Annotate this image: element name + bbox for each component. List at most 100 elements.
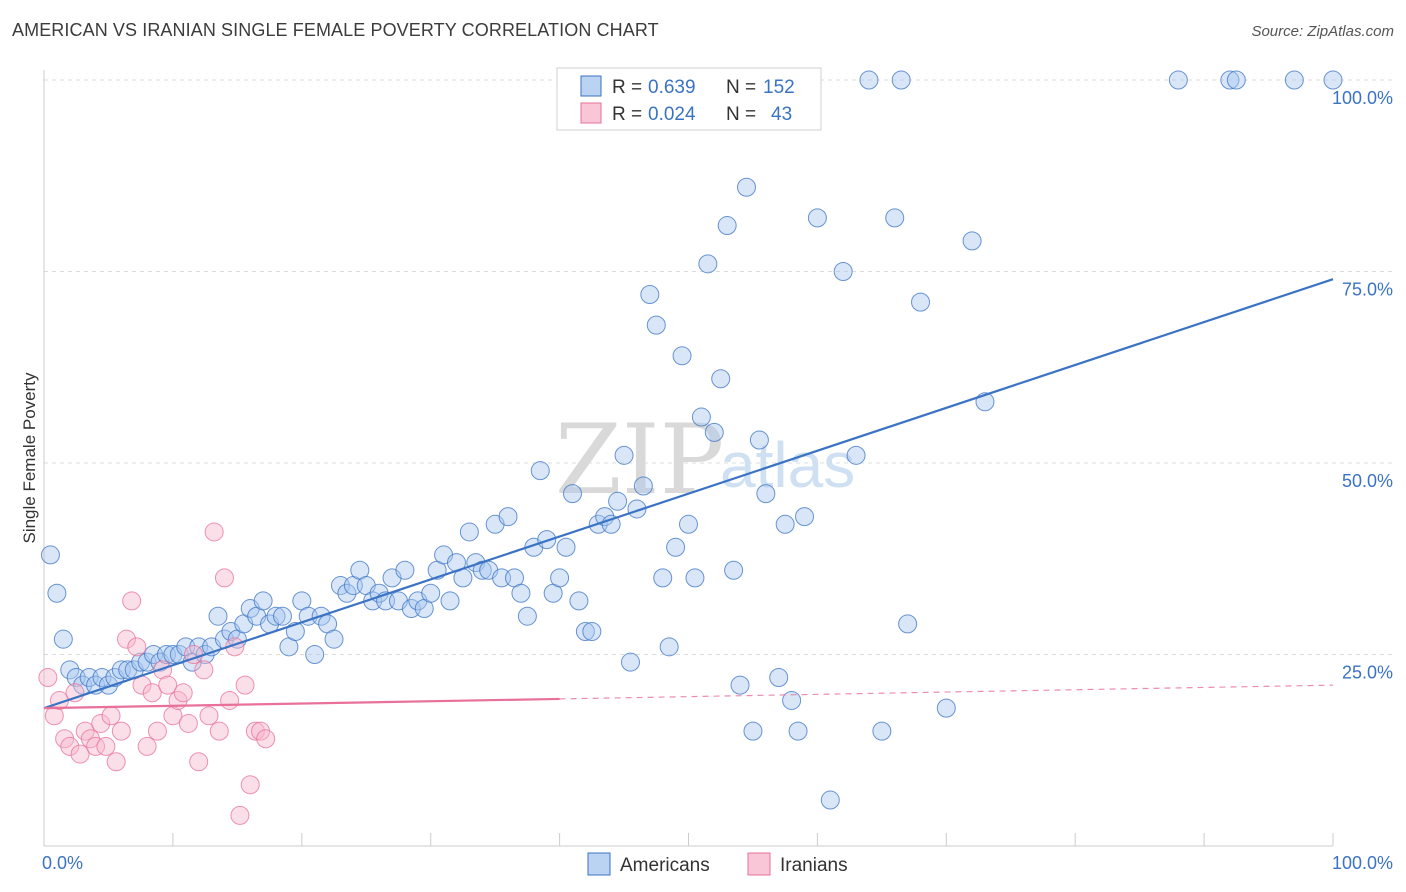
data-point <box>153 660 173 680</box>
data-point <box>498 507 518 527</box>
data-point <box>240 775 260 795</box>
x-tick-label-min: 0.0% <box>42 853 83 873</box>
data-point <box>178 713 198 733</box>
data-point <box>305 645 325 664</box>
iranians-trend-line-extension <box>559 684 1334 700</box>
data-point <box>614 445 634 465</box>
y-tick-label: 75.0% <box>1342 280 1393 300</box>
data-point <box>1284 70 1304 90</box>
data-point <box>749 430 769 450</box>
watermark-atlas: atlas <box>720 429 855 501</box>
legend-swatch-americans <box>580 75 602 97</box>
data-point <box>194 660 214 680</box>
data-point <box>550 568 570 588</box>
data-point <box>86 736 106 756</box>
data-point <box>608 491 628 511</box>
data-point <box>324 629 344 649</box>
data-point <box>666 537 686 557</box>
bottom-legend-swatch-americans <box>587 852 611 876</box>
data-point <box>421 583 441 603</box>
data-point <box>679 514 698 534</box>
data-point <box>537 530 557 550</box>
data-point <box>562 484 582 504</box>
legend-r-value-americans: 0.639 <box>648 77 696 98</box>
data-point <box>704 422 724 442</box>
data-point <box>111 721 131 741</box>
legend-n-value-americans: 152 <box>763 77 795 98</box>
data-point <box>189 752 209 772</box>
data-point <box>127 637 147 657</box>
data-point <box>556 537 576 557</box>
data-point <box>214 568 234 588</box>
data-point <box>936 698 956 718</box>
data-point <box>208 606 228 626</box>
data-point <box>330 576 350 596</box>
data-point <box>788 721 808 741</box>
data-point <box>743 721 763 741</box>
data-point <box>769 667 789 687</box>
data-point <box>173 683 193 703</box>
y-tick-label: 25.0% <box>1342 663 1393 683</box>
data-point <box>220 690 240 710</box>
data-point <box>253 591 273 611</box>
data-point <box>517 606 537 626</box>
x-tick-label-max: 100.0% <box>1332 853 1393 873</box>
data-point <box>756 484 776 504</box>
data-point <box>1220 70 1240 90</box>
data-point <box>620 652 640 672</box>
data-point <box>156 645 176 664</box>
y-tick-label: 100.0% <box>1332 88 1393 108</box>
chart-title: AMERICAN VS IRANIAN SINGLE FEMALE POVERT… <box>12 20 659 40</box>
data-point <box>807 208 827 228</box>
data-point <box>698 254 718 274</box>
data-point <box>98 675 118 695</box>
data-point <box>859 70 879 90</box>
data-point <box>833 262 853 281</box>
data-point <box>401 599 421 619</box>
chart-source: Source: ZipAtlas.com <box>1251 23 1394 40</box>
y-axis-title: Single Female Poverty <box>20 372 39 544</box>
data-point <box>47 583 67 603</box>
bottom-legend-label-americans: Americans <box>620 855 710 876</box>
data-point <box>337 583 357 603</box>
trend-lines <box>43 278 1334 710</box>
data-point <box>40 545 60 565</box>
data-point <box>775 514 795 534</box>
data-point <box>60 660 80 680</box>
bottom-legend: Americans Iranians <box>587 852 848 876</box>
y-tick-labels: 25.0% 50.0% 75.0% 100.0% <box>1332 88 1393 683</box>
watermark: ZIP atlas <box>555 404 855 516</box>
data-point <box>1168 70 1188 90</box>
data-point <box>685 568 705 588</box>
data-point <box>569 591 589 611</box>
legend-n-label-iranians: N = <box>726 104 756 125</box>
iranians-points <box>38 522 276 825</box>
data-point <box>659 637 679 657</box>
data-point <box>209 721 229 741</box>
data-point <box>92 667 112 687</box>
data-point <box>820 790 840 810</box>
top-legend: R = 0.639 N = 152 R = 0.024 N = 43 <box>556 67 822 131</box>
data-point <box>511 583 531 603</box>
legend-n-label-americans: N = <box>726 77 756 98</box>
legend-r-value-iranians: 0.024 <box>648 104 696 125</box>
americans-points <box>40 70 1343 810</box>
data-point <box>459 522 479 542</box>
data-point <box>782 690 802 710</box>
data-point <box>96 736 116 756</box>
data-point <box>395 560 415 580</box>
data-point <box>38 667 58 687</box>
data-point <box>111 660 131 680</box>
data-point <box>60 736 80 756</box>
data-point <box>101 706 121 726</box>
data-point <box>582 622 602 642</box>
data-point <box>653 568 673 588</box>
data-point <box>106 752 126 772</box>
legend-swatch-iranians <box>580 102 602 124</box>
data-point <box>440 591 460 611</box>
data-point <box>1226 70 1246 90</box>
data-point <box>256 729 276 749</box>
data-point <box>137 736 157 756</box>
data-point <box>266 606 286 626</box>
